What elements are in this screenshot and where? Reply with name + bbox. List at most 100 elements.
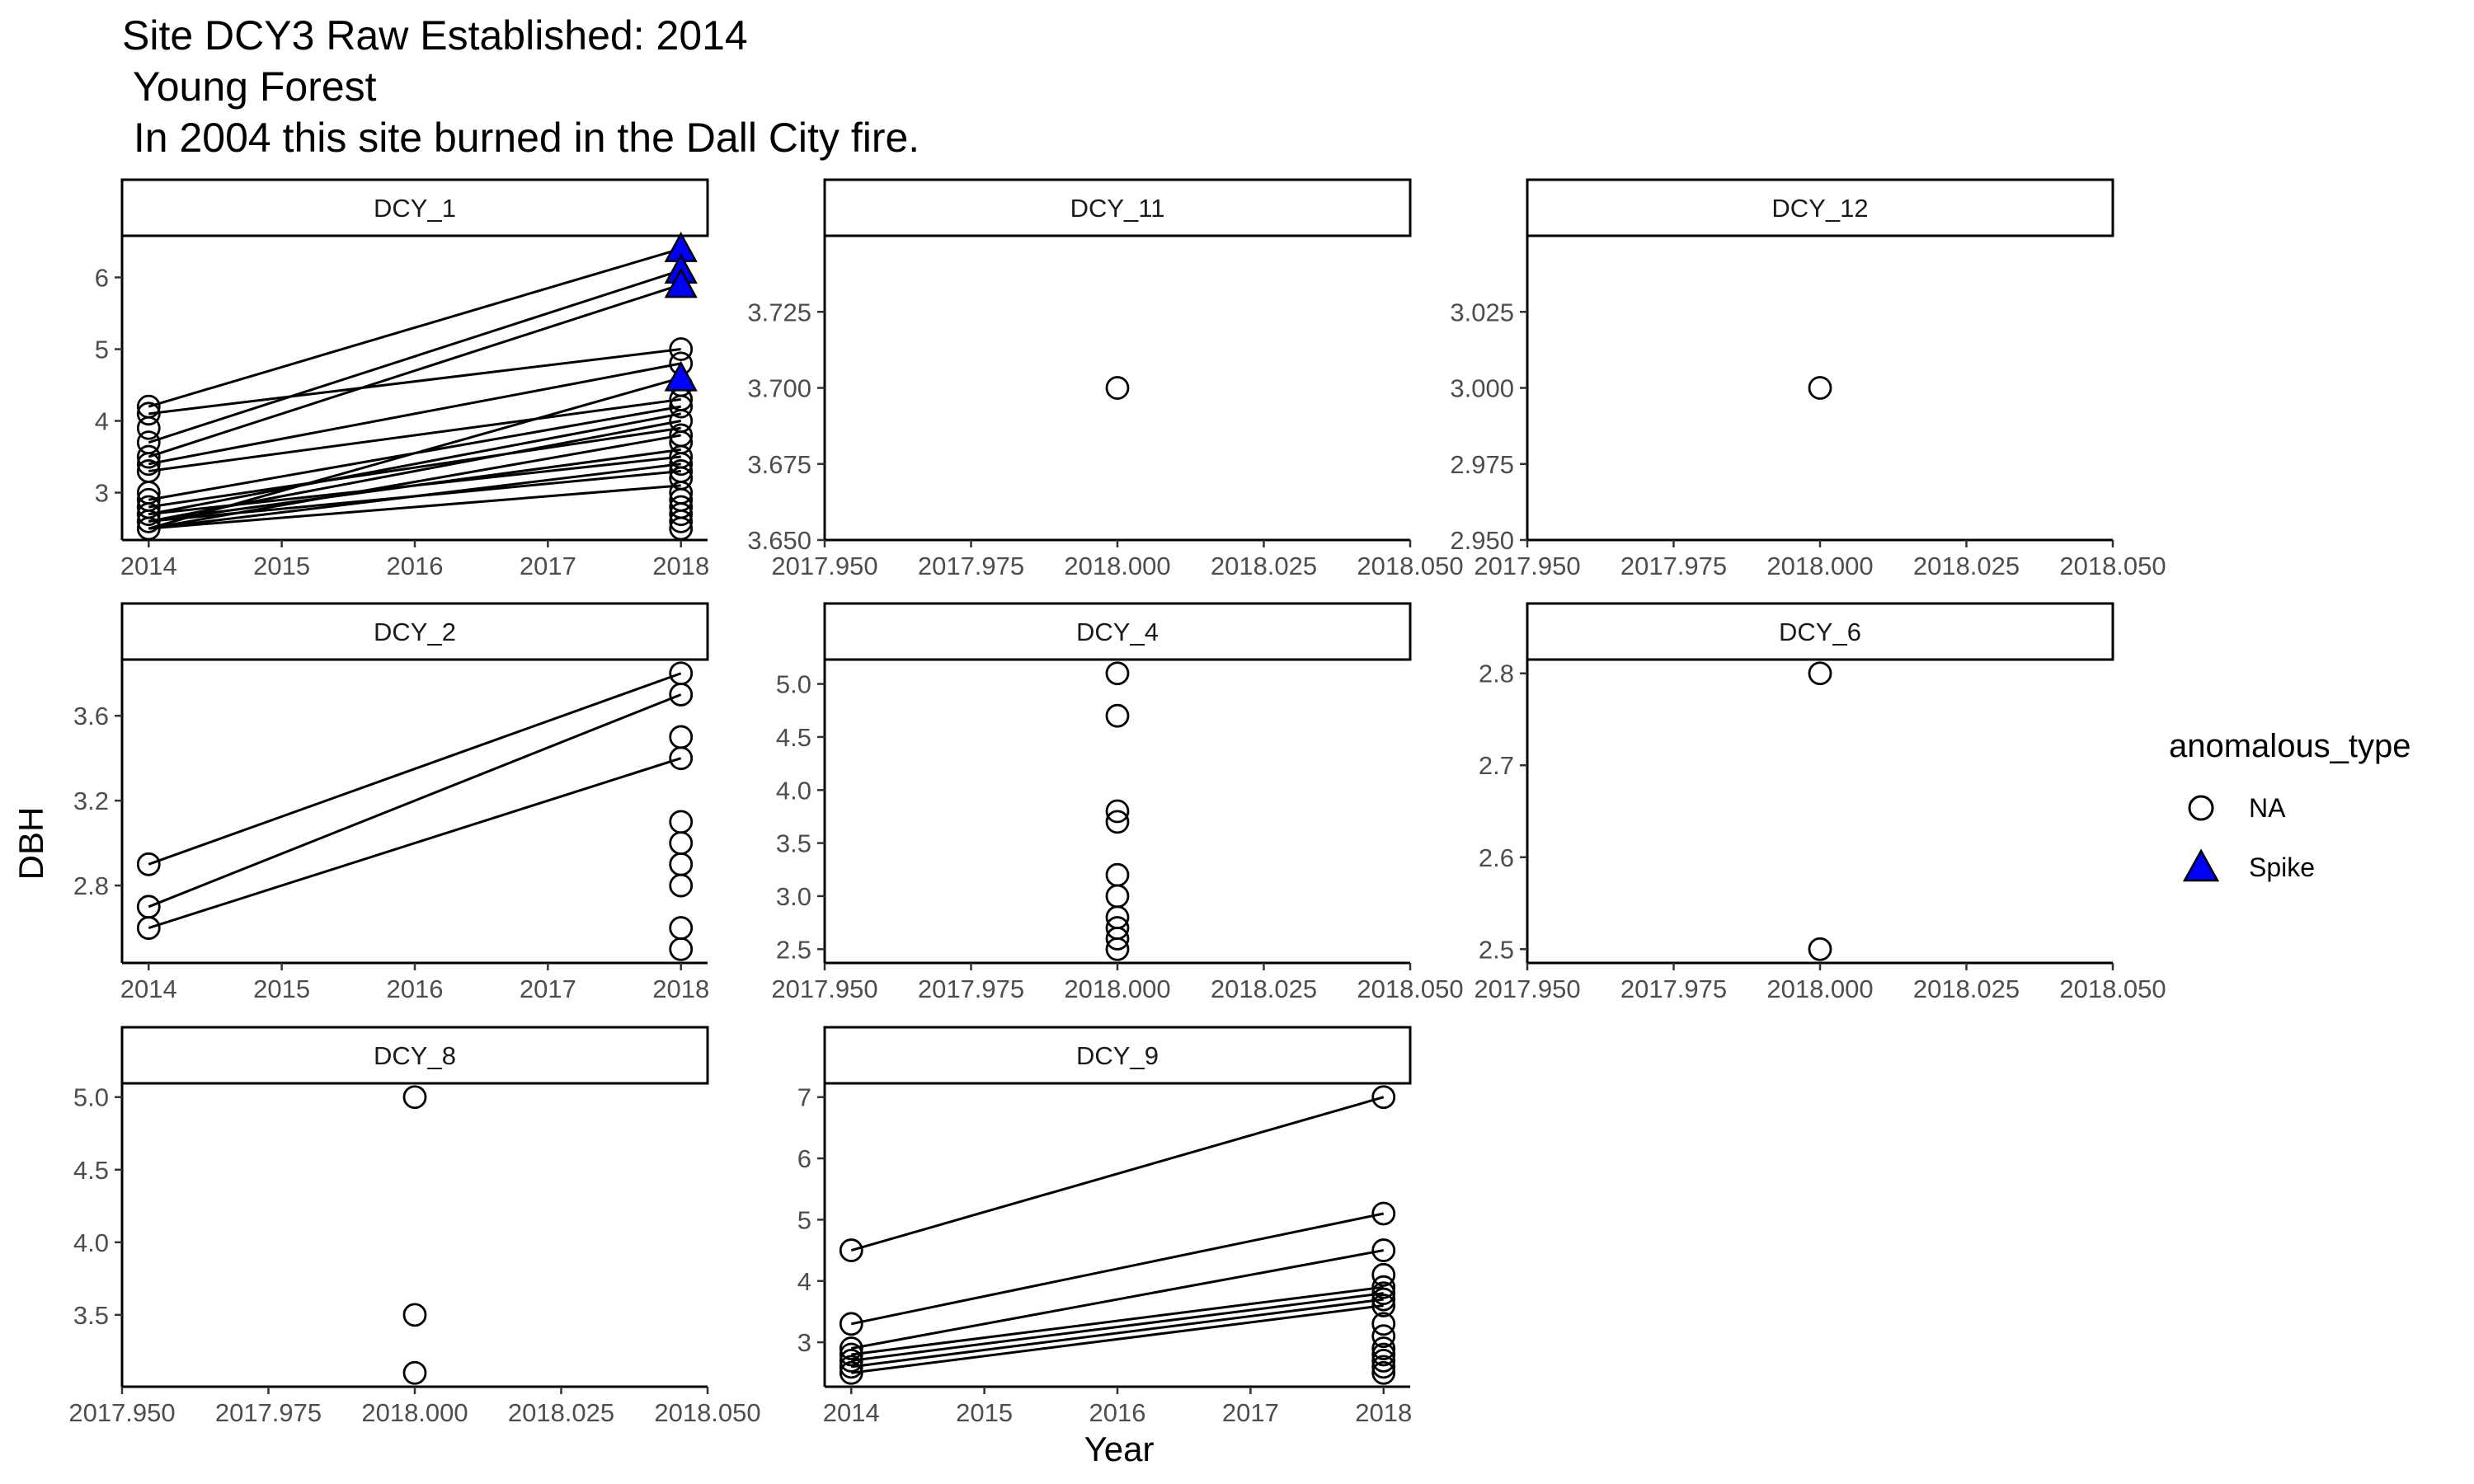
y-tick-label: 5.0 [73,1083,109,1112]
y-tick-label: 6 [797,1144,811,1173]
data-point [669,916,694,940]
x-tick-label: 2018.000 [361,1398,468,1427]
tree-line [851,1285,1384,1356]
y-tick-label: 3 [95,479,109,508]
data-point [669,516,694,541]
y-tick-label: 3.5 [73,1301,109,1330]
chart-title: Site DCY3 Raw Established: 2014 Young Fo… [122,10,920,163]
tree-line [850,1096,1385,1252]
data-point [1105,937,1130,961]
data-point [839,1360,863,1385]
tree-line [851,1249,1384,1350]
data-point [839,1238,863,1262]
x-tick-label: 2017.975 [215,1398,322,1427]
legend: anomalous_type NA Spike [2169,728,2411,882]
data-point [1371,1360,1396,1385]
y-tick-label: 4 [95,407,109,436]
tree-line [148,484,681,530]
y-tick-label: 3.675 [747,450,811,479]
data-point [136,916,161,940]
x-tick-label: 2018.025 [1211,974,1317,1003]
data-point [1371,1275,1396,1299]
x-tick-label: 2018 [1355,1398,1412,1427]
facet-label-dcy-12: DCY_12 [1771,194,1868,223]
x-tick-label: 2015 [253,552,310,580]
tree-line [148,757,682,929]
tree-line [148,693,682,909]
data-point [1371,1312,1396,1336]
data-point [1808,376,1832,400]
y-tick-label: 2.975 [1450,450,1514,479]
x-tick-label: 2018.050 [2059,974,2166,1003]
tree-line [148,405,681,501]
y-tick-label: 2.950 [1450,526,1514,555]
facet-dcy-9: DCY_9 2014 2015 2016 2017 2018 3 4 5 6 7 [797,1026,1412,1427]
facet-dcy-11: DCY_11 2017.950 2017.975 2018.000 2018.025 20… [747,178,1464,580]
y-tick-label: 4.5 [776,723,811,752]
data-point [1371,1085,1396,1110]
tree-line [851,1298,1384,1369]
tree-line [148,269,682,444]
facet-label-dcy-1: DCY_1 [374,194,456,223]
data-point [1371,1336,1396,1360]
data-point [136,509,161,533]
data-point [1371,1355,1396,1379]
x-tick-label: 2017.950 [1474,552,1580,580]
legend-na-marker [2188,795,2214,821]
data-point [1371,1294,1396,1317]
x-tick-label: 2017.950 [771,552,877,580]
title-line-1: Site DCY3 Raw Established: 2014 [122,12,748,59]
x-tick-label: 2018.025 [1913,552,2020,580]
x-tick-label: 2018.050 [654,1398,760,1427]
y-tick-label: 2.6 [1479,843,1514,872]
x-tick-label: 2017.950 [771,974,877,1003]
x-tick-label: 2018.050 [2059,552,2166,580]
data-point [1105,862,1130,887]
tree-line [148,412,682,516]
data-point [1105,884,1130,909]
data-point [1371,1238,1396,1262]
tree-line [148,455,681,516]
y-tick-label: 5 [797,1205,811,1234]
x-tick-label: 2017 [1222,1398,1279,1427]
facet-strip-dcy-11 [823,178,1412,237]
facet-label-dcy-9: DCY_9 [1076,1041,1159,1070]
data-point [839,1355,863,1379]
data-point [669,746,694,771]
x-tick-label: 2017.950 [68,1398,175,1427]
x-tick-label: 2015 [253,974,310,1003]
facet-dcy-8: DCY_8 2017.950 2017.975 2018.000 2018.025 201… [68,1026,761,1427]
data-point [669,394,694,419]
x-tick-label: 2018.025 [1913,974,2020,1003]
data-point [839,1349,863,1373]
facet-strip-dcy-6 [1526,602,2114,661]
y-tick-label: 3.725 [747,298,811,326]
x-tick-label: 2016 [387,552,444,580]
data-point [669,831,694,856]
data-point [1105,799,1130,824]
y-tick-label: 2.8 [73,871,109,900]
facet-label-dcy-4: DCY_4 [1076,618,1159,646]
spike-point [664,360,698,392]
y-tick-label: 3 [797,1328,811,1357]
legend-na-label: NA [2249,793,2286,823]
data-point [839,1336,863,1360]
tree-line [850,1212,1385,1326]
x-tick-label: 2018.050 [1357,552,1463,580]
x-tick-label: 2016 [1089,1398,1146,1427]
legend-entry-spike: Spike [2182,848,2315,882]
facet-dcy-6: DCY_6 2017.950 2017.975 2018.000 2018.025 201… [1474,602,2166,1003]
data-point [1808,937,1832,961]
y-tick-label: 3.5 [776,829,811,858]
data-point [136,852,161,876]
facet-dcy-1: DCY_1 2014 2015 2016 2017 2018 3 4 5 6 [95,178,709,580]
facet-dcy-2: DCY_2 2014 2015 2016 2017 2018 2.8 3.2 3.6 [73,602,709,1003]
data-point [1105,703,1130,728]
y-tick-label: 3.700 [747,374,811,403]
title-line-3: In 2004 this site burned in the Dall Cit… [122,115,920,161]
data-point [669,683,694,707]
y-tick-label: 2.8 [1479,660,1514,688]
x-tick-label: 2018.025 [508,1398,614,1427]
x-tick-label: 2014 [823,1398,880,1427]
tree-line [851,1304,1384,1374]
